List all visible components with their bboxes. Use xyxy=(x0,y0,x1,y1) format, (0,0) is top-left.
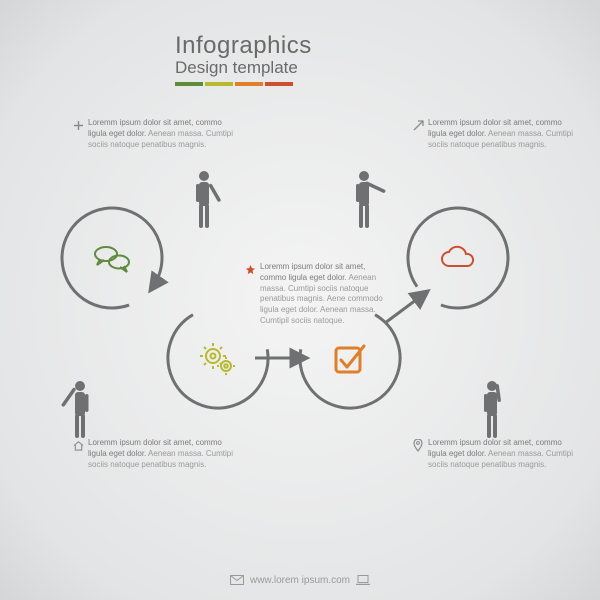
pin-icon xyxy=(412,439,424,451)
home-icon xyxy=(72,439,84,451)
text-block-br: Loremm ipsum dolor sit amet, commo ligul… xyxy=(428,438,578,470)
text-block-c: Loremm ipsum dolor sit amet, commo ligul… xyxy=(260,262,390,327)
mail-icon xyxy=(230,575,244,585)
footer-text: www.lorem ipsum.com xyxy=(250,575,350,586)
person-icon xyxy=(350,170,380,230)
plus-icon xyxy=(72,119,84,131)
person-icon xyxy=(60,380,90,440)
arrow-icon xyxy=(412,119,424,131)
cloud-icon xyxy=(436,236,480,280)
person-icon xyxy=(478,380,508,440)
person-icon xyxy=(190,170,220,230)
text-block-tr: Loremm ipsum dolor sit amet, commo ligul… xyxy=(428,118,578,150)
gears-icon xyxy=(196,336,240,380)
footer: www.lorem ipsum.com xyxy=(0,575,600,586)
chat-icon xyxy=(90,236,134,280)
text-block-tl: Loremm ipsum dolor sit amet, commo ligul… xyxy=(88,118,238,150)
star-icon xyxy=(244,263,256,275)
laptop-icon xyxy=(356,575,370,585)
check-icon xyxy=(328,336,372,380)
text-block-bl: Loremm ipsum dolor sit amet, commo ligul… xyxy=(88,438,238,470)
